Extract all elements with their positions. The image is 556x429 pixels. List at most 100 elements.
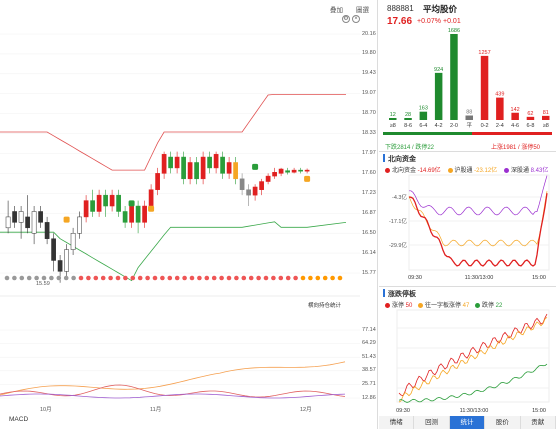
price-tick: 19.07 — [362, 90, 376, 97]
signal-dot — [263, 275, 269, 281]
legend-value: 8.43亿 — [530, 168, 549, 174]
current-price: 17.66 — [387, 16, 413, 27]
dist-bar — [404, 118, 412, 120]
close-icon[interactable]: × — [352, 15, 360, 23]
legend-item[interactable]: 涨停 50 — [385, 300, 412, 309]
candle — [77, 211, 82, 239]
signal-dot — [145, 275, 150, 281]
legend-item[interactable]: 北向资金 -14.69亿 — [385, 165, 441, 174]
signal-dot — [49, 275, 54, 281]
price-tick: 15.77 — [362, 269, 376, 276]
signal-dot — [56, 275, 62, 281]
candle — [142, 200, 147, 228]
sell-marker — [252, 163, 259, 170]
legend-value: -23.12亿 — [474, 168, 498, 174]
north-time-tick: 09:30 — [408, 275, 422, 281]
limit-chart[interactable]: 09:30 11:30/13:00 15:00 — [379, 308, 556, 416]
section-marker — [383, 289, 385, 297]
candle — [200, 151, 206, 185]
price-axis: 20.16 19.80 19.43 19.07 18.70 18.33 17.97 17.60… — [360, 0, 378, 300]
tab-4[interactable]: 贡献 — [520, 416, 556, 429]
candle — [239, 173, 245, 196]
signal-dot — [315, 275, 321, 281]
limit-time-tick: 09:30 — [396, 408, 410, 414]
candle — [18, 206, 24, 239]
dist-label: 4-6 — [511, 123, 519, 129]
signal-dot — [86, 275, 91, 281]
candle — [31, 206, 37, 245]
signal-dot — [300, 275, 306, 281]
signal-dot — [167, 275, 173, 281]
signal-dot — [174, 275, 180, 281]
signal-dot — [248, 275, 254, 281]
tab-3[interactable]: 股价 — [485, 416, 521, 429]
limit-legend: 涨停 50 往一字板涨停 47 跌停 22 — [385, 300, 555, 309]
down-ratio-bar — [383, 132, 472, 135]
up-summary: 上涨1981 / 涨停50 — [491, 145, 541, 151]
tab-2[interactable]: 统计 — [449, 416, 486, 429]
candle — [12, 206, 17, 228]
candle — [246, 184, 251, 207]
signal-dot — [137, 275, 143, 281]
legend-dot-icon — [385, 302, 390, 308]
kline-panel: 叠加 圖選 ⚙ × 20.16 19.80 19.43 19.07 18.70 18.33… — [0, 0, 378, 429]
signal-dot — [234, 275, 239, 281]
north-time-tick: 15:00 — [532, 275, 546, 281]
legend-item[interactable]: 跌停 22 — [475, 300, 502, 309]
group-button[interactable]: 圖選 — [356, 7, 369, 14]
signal-dot — [71, 275, 76, 281]
kline-chart[interactable] — [0, 0, 378, 429]
legend-item[interactable]: 沪股通 -23.12亿 — [447, 165, 498, 174]
legend-name: 涨停 — [392, 303, 406, 309]
legend-value: 50 — [405, 303, 413, 309]
candle — [291, 167, 297, 174]
signal-dot — [197, 275, 202, 281]
sub-tick: 77.14 — [362, 326, 376, 333]
signal-dot — [256, 275, 261, 281]
candle — [278, 167, 284, 177]
price-tick: 18.70 — [362, 110, 376, 117]
signal-dot — [160, 275, 165, 281]
signal-dot — [12, 275, 17, 281]
legend-item[interactable]: 往一字板涨停 47 — [418, 300, 469, 309]
north-title: 北向资金 — [388, 156, 416, 163]
indicator-label[interactable]: MACD — [9, 416, 29, 423]
limit-time-tick: 15:00 — [532, 408, 546, 414]
candle — [265, 173, 271, 185]
dist-label: 0-2 — [481, 123, 489, 129]
low-price-label: 15.59 — [36, 281, 50, 287]
time-tick: 12月 — [300, 407, 312, 413]
signal-dot — [271, 275, 276, 281]
buy-marker — [63, 216, 70, 223]
signal-dot — [34, 275, 39, 281]
sub-chart-title: 横向持仓统计 — [308, 303, 342, 309]
dist-label: 8-6 — [404, 123, 412, 129]
signal-dot — [123, 275, 128, 281]
legend-name: 北向资金 — [392, 168, 418, 174]
legend-dot-icon — [385, 167, 390, 173]
overlay-button[interactable]: 叠加 — [330, 7, 343, 14]
limit-time-tick: 11:30/13:00 — [460, 408, 489, 414]
north-time-tick: 11:30/13:00 — [465, 275, 494, 281]
north-flow-chart[interactable]: -4.3亿 -17.1亿 -29.9亿 09:30 11:30/13:00 15:00 — [379, 173, 556, 285]
dist-value: 62 — [527, 111, 533, 117]
price-tick: 16.14 — [362, 249, 376, 256]
signal-dot — [19, 275, 25, 281]
gear-icon[interactable]: ⚙ — [342, 15, 350, 23]
candle — [122, 206, 128, 228]
candle — [233, 157, 238, 185]
change-percent: +0.07% — [417, 18, 441, 25]
candle — [252, 184, 258, 201]
price-tick: 17.97 — [362, 150, 376, 156]
legend-item[interactable]: 深股通 8.43亿 — [504, 165, 548, 174]
buy-marker — [304, 175, 311, 182]
time-tick: 10月 — [40, 407, 52, 413]
signal-dot — [108, 275, 113, 281]
signal-dot — [337, 275, 343, 281]
buy-marker — [148, 205, 155, 212]
candle — [5, 200, 11, 234]
candle — [168, 151, 173, 174]
tab-0[interactable]: 情绪 — [379, 416, 415, 429]
tab-1[interactable]: 回测 — [414, 416, 450, 429]
legend-name: 深股通 — [511, 168, 531, 174]
